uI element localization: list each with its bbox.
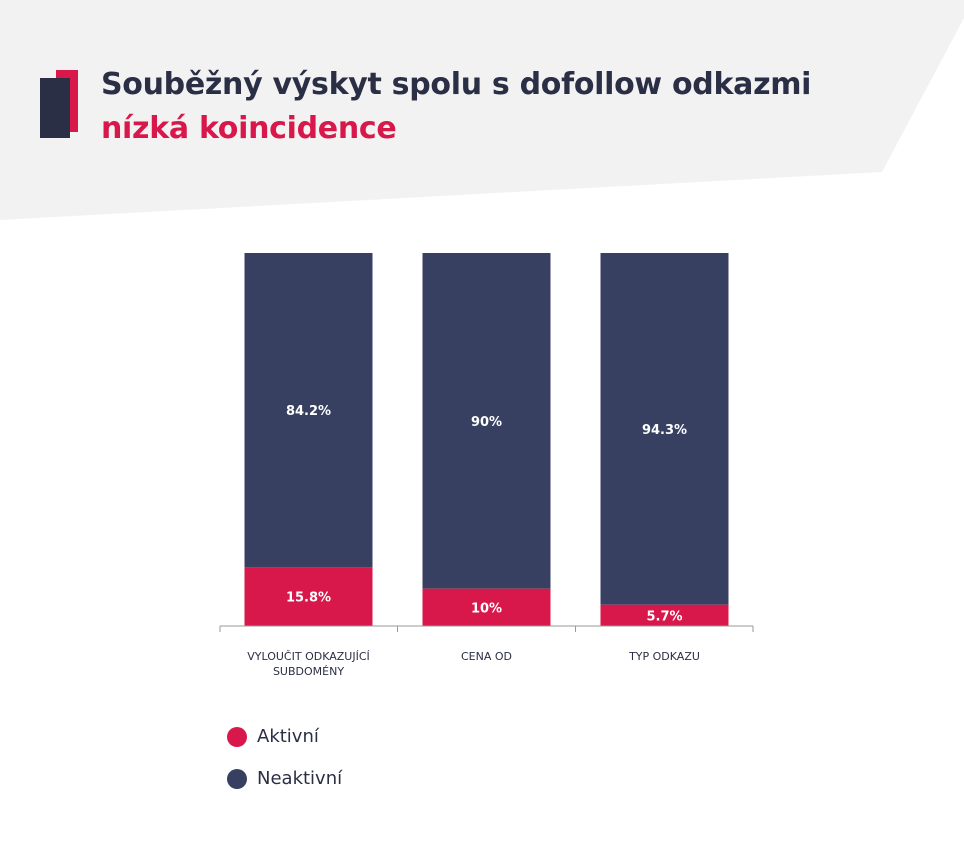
stacked-bar-chart: 84.2% 15.8% VYLOUČIT ODKAZUJÍCÍ SUBDOMÉNY 90… (219, 253, 754, 678)
data-label-active-0: 15.8% (286, 591, 331, 606)
header-background (0, 0, 964, 220)
legend-swatch-inactive (227, 768, 247, 789)
legend-swatch-active (227, 726, 247, 747)
data-label-inactive-2: 94.3% (642, 423, 687, 438)
data-label-inactive-0: 84.2% (286, 404, 331, 419)
x-tick-label-2: TYP ODKAZU (628, 650, 700, 663)
x-tick-label-1: CENA OD (461, 650, 512, 663)
page-title: Souběžný výskyt spolu s dofollow odkazmi (101, 67, 812, 102)
logo-mark-icon (40, 70, 78, 138)
x-tick-label-0: VYLOUČIT ODKAZUJÍCÍ SUBDOMÉNY (247, 650, 370, 678)
bar-active-1 (422, 588, 551, 626)
bar-active-0 (244, 567, 373, 626)
legend-item-inactive: Neaktivní (227, 768, 342, 789)
legend-label-active: Aktivní (257, 726, 319, 747)
bar-inactive-0 (244, 253, 373, 568)
page-subtitle: nízká koincidence (101, 111, 397, 146)
bar-inactive-1 (422, 253, 551, 589)
bar-inactive-2 (600, 253, 729, 605)
data-label-active-1: 10% (471, 601, 502, 616)
legend-label-inactive: Neaktivní (257, 768, 343, 789)
data-label-active-2: 5.7% (646, 609, 682, 624)
data-label-inactive-1: 90% (471, 415, 502, 430)
bar-active-2 (600, 604, 729, 626)
legend-item-active: Aktivní (227, 726, 319, 747)
